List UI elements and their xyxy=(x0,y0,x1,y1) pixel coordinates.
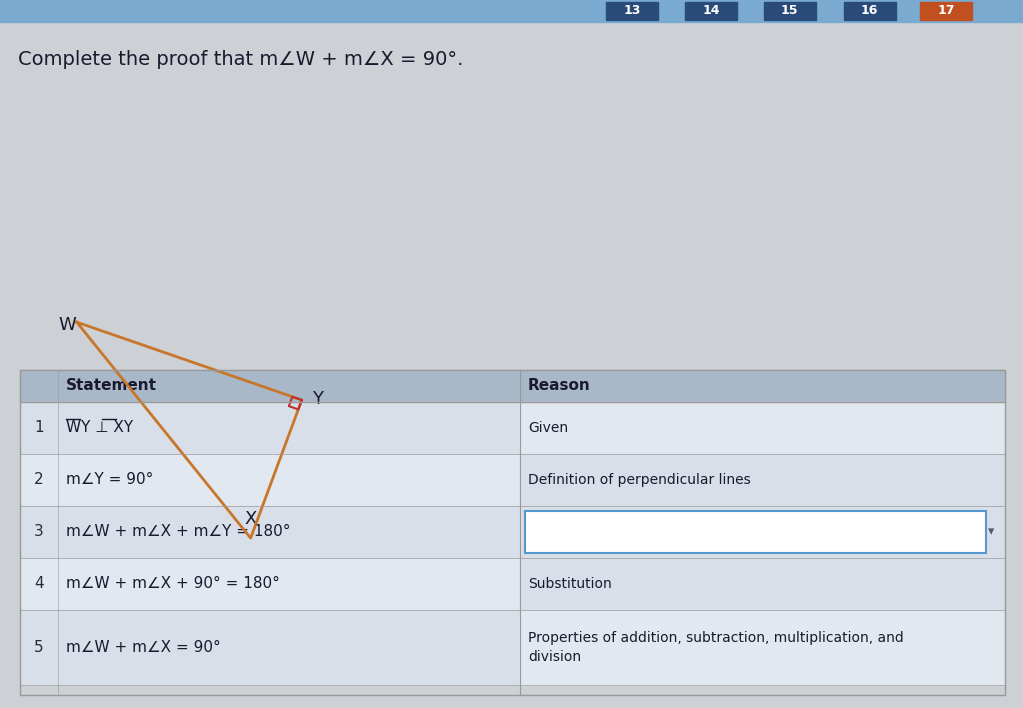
Text: Definition of perpendicular lines: Definition of perpendicular lines xyxy=(528,473,751,487)
Text: 4: 4 xyxy=(34,576,44,591)
Text: 13: 13 xyxy=(624,4,640,18)
Bar xyxy=(921,2,972,20)
Text: Complete the proof that m∠W + m∠X = 90°.: Complete the proof that m∠W + m∠X = 90°. xyxy=(18,50,463,69)
Bar xyxy=(520,454,1005,506)
Text: 15: 15 xyxy=(781,4,799,18)
Bar xyxy=(520,402,1005,454)
Text: WY ⊥ XY: WY ⊥ XY xyxy=(66,421,133,435)
Text: 14: 14 xyxy=(702,4,720,18)
Bar xyxy=(20,370,1005,402)
Text: Given: Given xyxy=(528,421,568,435)
Bar xyxy=(20,454,520,506)
Text: Statement: Statement xyxy=(66,379,157,394)
Text: X: X xyxy=(244,510,257,528)
Text: 16: 16 xyxy=(861,4,878,18)
Text: Substitution: Substitution xyxy=(528,577,612,591)
Text: m∠Y = 90°: m∠Y = 90° xyxy=(66,472,153,488)
Text: Reason: Reason xyxy=(528,379,590,394)
Bar xyxy=(520,610,1005,685)
Text: 17: 17 xyxy=(937,4,955,18)
Text: ▾: ▾ xyxy=(988,525,994,539)
Text: 1: 1 xyxy=(34,421,44,435)
Bar xyxy=(520,506,1005,558)
Text: Y: Y xyxy=(312,390,323,408)
Text: m∠W + m∠X = 90°: m∠W + m∠X = 90° xyxy=(66,640,221,655)
Bar xyxy=(20,610,520,685)
Text: Properties of addition, subtraction, multiplication, and
division: Properties of addition, subtraction, mul… xyxy=(528,632,903,663)
Bar xyxy=(844,2,895,20)
Bar xyxy=(525,511,986,553)
Bar xyxy=(685,2,737,20)
Bar xyxy=(764,2,815,20)
Bar xyxy=(20,506,520,558)
Bar xyxy=(20,558,520,610)
Bar xyxy=(525,511,986,553)
Bar xyxy=(0,0,1023,22)
Text: m∠W + m∠X + m∠Y = 180°: m∠W + m∠X + m∠Y = 180° xyxy=(66,525,291,539)
Text: 3: 3 xyxy=(34,525,44,539)
Text: 5: 5 xyxy=(34,640,44,655)
Text: m∠W + m∠X + 90° = 180°: m∠W + m∠X + 90° = 180° xyxy=(66,576,280,591)
Text: 2: 2 xyxy=(34,472,44,488)
Bar xyxy=(520,558,1005,610)
Bar xyxy=(20,402,520,454)
Bar xyxy=(20,370,1005,695)
Text: W: W xyxy=(58,316,77,334)
Bar xyxy=(607,2,658,20)
